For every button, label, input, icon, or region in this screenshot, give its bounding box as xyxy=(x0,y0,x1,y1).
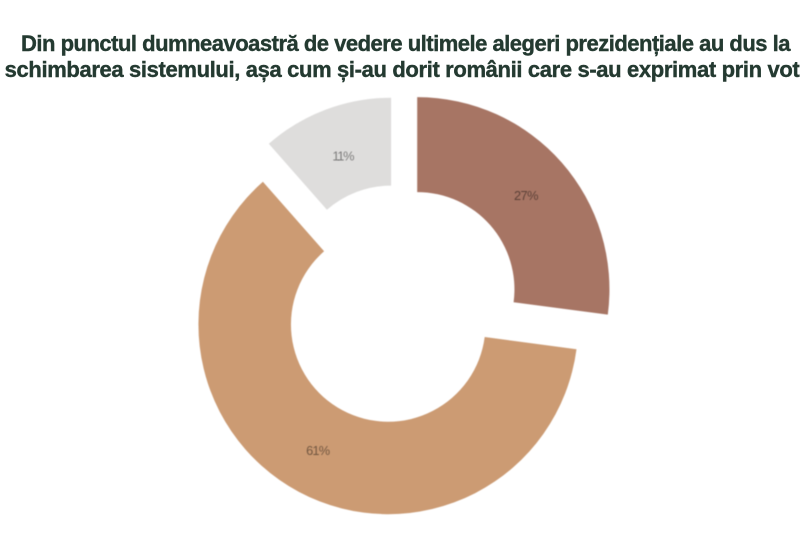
svg-text:27%: 27% xyxy=(514,188,538,203)
svg-text:11%: 11% xyxy=(332,149,354,164)
svg-text:61%: 61% xyxy=(306,443,330,458)
